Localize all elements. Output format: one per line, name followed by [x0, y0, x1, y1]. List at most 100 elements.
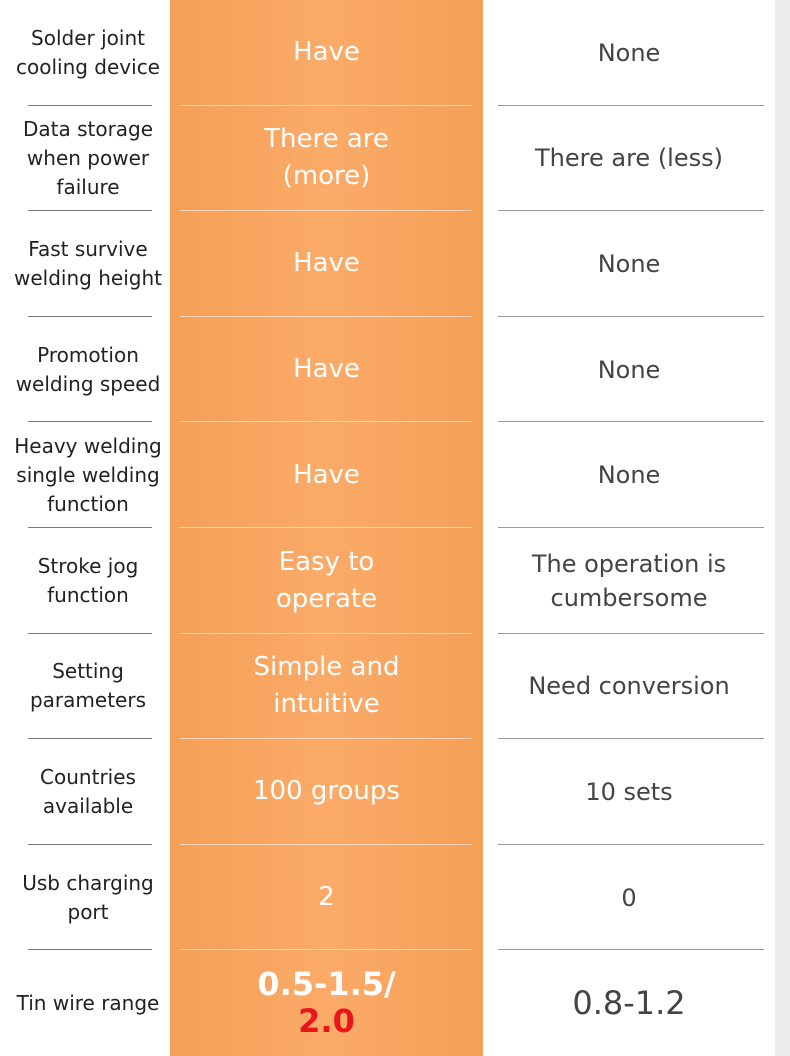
- ours-value: Have: [293, 248, 360, 279]
- row-separator: [180, 104, 472, 106]
- row-separator: [180, 315, 472, 317]
- row-separator: [498, 949, 764, 951]
- row-label: Fast survive welding height: [14, 236, 162, 290]
- row-separator: [498, 421, 764, 423]
- row-separator: [28, 949, 152, 951]
- table-row: Fast survive welding height Have None: [0, 211, 775, 317]
- label-cell: Heavy welding single welding function: [0, 422, 176, 528]
- row-label: Data storage when power failure: [22, 116, 154, 199]
- theirs-value: None: [597, 461, 661, 490]
- ours-value-part: 2.0: [298, 1002, 355, 1041]
- table-row: Stroke jog function Easy to operate The op…: [0, 528, 775, 634]
- table-row: Solder joint cooling device Have None: [0, 0, 775, 106]
- ours-cell: Have: [170, 0, 483, 106]
- table-row: Tin wire range 0.5-1.5/2.0 0.8-1.2: [0, 950, 775, 1056]
- row-label: Setting parameters: [29, 659, 146, 713]
- highlight-column: [170, 0, 483, 1056]
- row-separator: [498, 104, 764, 106]
- label-cell: Countries available: [0, 739, 176, 845]
- row-label: Stroke jog function: [37, 553, 139, 607]
- row-separator: [180, 738, 472, 740]
- row-separator: [180, 210, 472, 212]
- ours-value: 0.5-1.5/2.0: [257, 966, 395, 1040]
- row-separator: [28, 421, 152, 423]
- row-separator: [28, 104, 152, 106]
- row-separator: [180, 843, 472, 845]
- row-separator: [28, 210, 152, 212]
- row-separator: [28, 843, 152, 845]
- ours-value: Easy to operate: [275, 546, 378, 614]
- row-separator: [28, 738, 152, 740]
- row-label: Solder joint cooling device: [15, 25, 160, 79]
- theirs-value: 0.8-1.2: [572, 984, 686, 1023]
- label-cell: Usb charging port: [0, 845, 176, 951]
- label-cell: Tin wire range: [0, 950, 176, 1056]
- row-separator: [498, 632, 764, 634]
- theirs-value: There are (less): [535, 144, 723, 173]
- row-separator: [498, 738, 764, 740]
- edge-strip: [775, 0, 790, 1056]
- theirs-value: None: [597, 249, 661, 278]
- theirs-cell: None: [483, 422, 775, 528]
- row-separator: [180, 949, 472, 951]
- theirs-value: The operation is cumbersome: [531, 549, 727, 612]
- ours-cell: Have: [170, 211, 483, 317]
- theirs-value: Need conversion: [528, 672, 730, 701]
- table-row: Promotion welding speed Have None: [0, 317, 775, 423]
- theirs-cell: 0: [483, 845, 775, 951]
- label-cell: Solder joint cooling device: [0, 0, 176, 106]
- theirs-value: 0: [621, 883, 637, 912]
- ours-value: Have: [293, 37, 360, 68]
- table-row: Heavy welding single welding function Hav…: [0, 422, 775, 528]
- theirs-value: 10 sets: [585, 777, 673, 806]
- ours-value: There are (more): [264, 124, 389, 192]
- label-cell: Data storage when power failure: [0, 106, 176, 212]
- row-label: Countries available: [40, 764, 136, 818]
- ours-cell: Simple and intuitive: [170, 634, 483, 740]
- label-cell: Setting parameters: [0, 634, 176, 740]
- table-row: Countries available 100 groups 10 sets: [0, 739, 775, 845]
- row-separator: [180, 632, 472, 634]
- ours-value-part: 0.5-1.5/: [257, 965, 396, 1004]
- ours-cell: There are (more): [170, 106, 483, 212]
- row-separator: [180, 526, 472, 528]
- theirs-cell: None: [483, 211, 775, 317]
- row-label: Heavy welding single welding function: [14, 433, 162, 516]
- row-label: Promotion welding speed: [15, 342, 161, 396]
- table-row: Usb charging port 2 0: [0, 845, 775, 951]
- row-separator: [498, 315, 764, 317]
- row-separator: [28, 632, 152, 634]
- label-cell: Fast survive welding height: [0, 211, 176, 317]
- row-separator: [498, 526, 764, 528]
- ours-value: 100 groups: [253, 776, 400, 807]
- theirs-cell: 0.8-1.2: [483, 950, 775, 1056]
- row-label: Tin wire range: [16, 990, 160, 1015]
- row-label: Usb charging port: [22, 870, 154, 924]
- theirs-cell: There are (less): [483, 106, 775, 212]
- theirs-cell: Need conversion: [483, 634, 775, 740]
- table-row: Data storage when power failure There are…: [0, 106, 775, 212]
- ours-cell: Have: [170, 422, 483, 528]
- theirs-cell: 10 sets: [483, 739, 775, 845]
- label-cell: Promotion welding speed: [0, 317, 176, 423]
- row-separator: [28, 526, 152, 528]
- table-row: Setting parameters Simple and intuitive Ne…: [0, 634, 775, 740]
- ours-value: Simple and intuitive: [253, 652, 400, 720]
- ours-value: Have: [293, 459, 360, 490]
- ours-value: 2: [318, 882, 335, 913]
- row-separator: [498, 843, 764, 845]
- ours-cell: 0.5-1.5/2.0: [170, 950, 483, 1056]
- theirs-cell: None: [483, 0, 775, 106]
- row-separator: [180, 421, 472, 423]
- label-cell: Stroke jog function: [0, 528, 176, 634]
- row-separator: [28, 315, 152, 317]
- ours-cell: 100 groups: [170, 739, 483, 845]
- theirs-value: None: [597, 355, 661, 384]
- ours-cell: 2: [170, 845, 483, 951]
- theirs-value: None: [597, 38, 661, 67]
- ours-value: Have: [293, 354, 360, 385]
- theirs-cell: None: [483, 317, 775, 423]
- ours-cell: Have: [170, 317, 483, 423]
- theirs-cell: The operation is cumbersome: [483, 528, 775, 634]
